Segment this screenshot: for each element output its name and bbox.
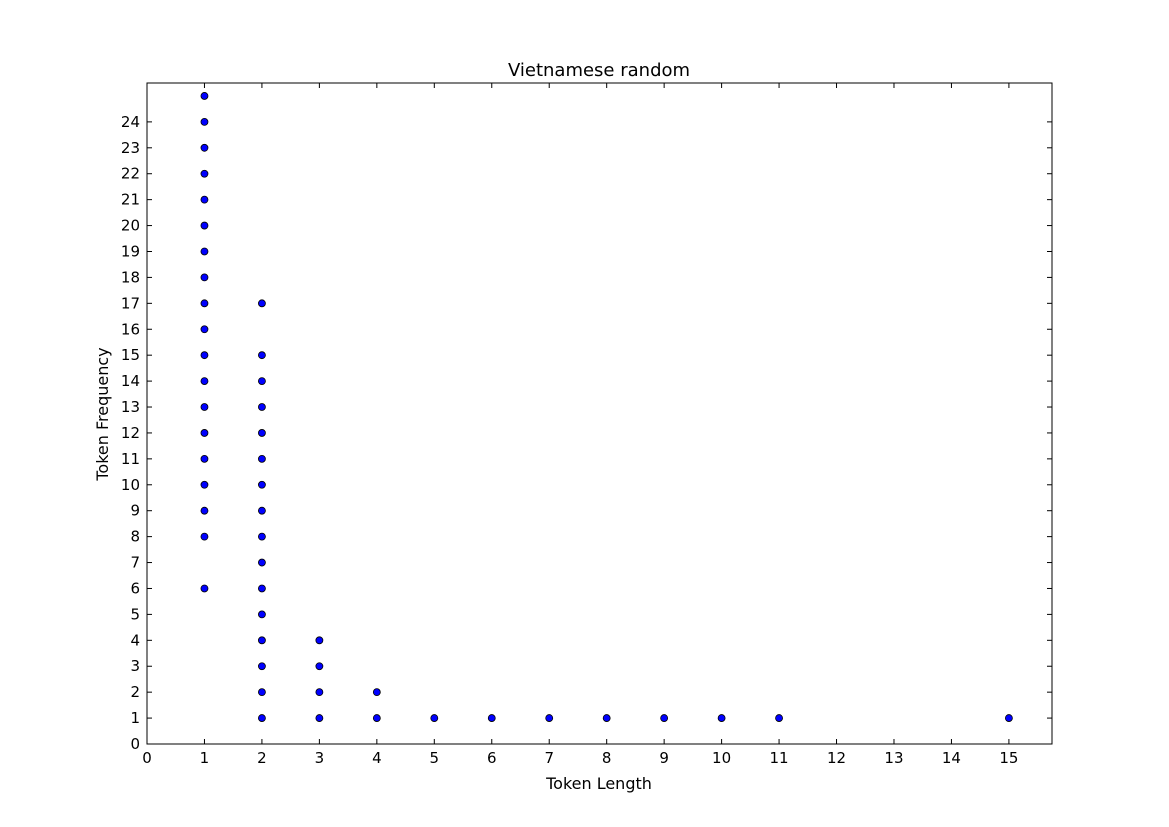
data-point	[545, 714, 554, 722]
data-point	[258, 688, 266, 697]
x-tick-label: 0	[142, 749, 152, 767]
data-point	[430, 714, 439, 722]
x-tick-label: 11	[770, 749, 789, 767]
data-point	[258, 610, 266, 619]
x-tick-label: 7	[544, 749, 554, 767]
data-point	[258, 558, 266, 567]
y-tick-label: 10	[121, 476, 140, 494]
y-axis-title: Token Frequency	[93, 347, 112, 481]
x-tick-label: 15	[999, 749, 1018, 767]
x-tick-label: 4	[372, 749, 382, 767]
y-tick-label: 13	[121, 398, 140, 416]
x-tick-label: 8	[602, 749, 612, 767]
x-tick-label: 6	[487, 749, 497, 767]
data-points	[200, 92, 1013, 722]
x-tick-label: 10	[712, 749, 731, 767]
data-point	[258, 662, 266, 671]
data-point	[200, 325, 209, 334]
data-point	[315, 688, 324, 697]
data-point	[602, 714, 611, 722]
y-tick-label: 12	[121, 424, 140, 442]
data-point	[200, 299, 209, 308]
data-point	[258, 351, 266, 360]
data-point	[315, 662, 324, 671]
data-point	[258, 636, 266, 645]
y-tick-label: 19	[121, 242, 140, 260]
data-point	[200, 221, 209, 230]
y-tick-label: 18	[121, 268, 140, 286]
data-point	[258, 714, 266, 722]
y-tick-label: 14	[121, 372, 140, 390]
y-tick-label: 21	[121, 191, 140, 209]
data-point	[200, 92, 209, 100]
x-tick-label: 2	[257, 749, 267, 767]
y-tick-label: 22	[121, 165, 140, 183]
y-tick-label: 7	[130, 554, 140, 572]
y-tick-label: 9	[130, 502, 140, 520]
data-point	[200, 195, 209, 204]
y-tick-label: 1	[130, 709, 140, 727]
data-point	[258, 506, 266, 515]
data-point	[660, 714, 669, 722]
axis-ticks: 0 1 2 3 4 5 6 7 8 9 10 11 12 13 14 15012345678910111213…	[121, 83, 1052, 767]
data-point	[258, 299, 266, 308]
data-point	[258, 480, 266, 489]
data-point	[200, 454, 209, 463]
y-tick-label: 2	[130, 683, 140, 701]
data-point	[200, 273, 209, 282]
data-point	[372, 714, 381, 722]
y-tick-label: 24	[121, 113, 140, 131]
data-point	[258, 454, 266, 463]
y-tick-label: 6	[130, 579, 140, 597]
data-point	[258, 532, 266, 541]
data-point	[258, 377, 266, 385]
data-point	[775, 714, 783, 722]
data-point	[200, 532, 209, 541]
x-tick-label: 13	[884, 749, 903, 767]
y-tick-label: 11	[121, 450, 140, 468]
x-tick-label: 9	[659, 749, 669, 767]
chart-title: Vietnamese random	[508, 60, 690, 81]
data-point	[200, 506, 209, 515]
data-point	[717, 714, 726, 722]
data-point	[200, 117, 209, 126]
x-tick-label: 5	[430, 749, 440, 767]
y-tick-label: 20	[121, 217, 140, 235]
data-point	[200, 169, 209, 178]
x-tick-label: 1	[200, 749, 210, 767]
y-tick-label: 8	[130, 528, 140, 546]
data-point	[200, 403, 209, 411]
y-tick-label: 0	[130, 735, 140, 753]
data-point	[258, 403, 266, 411]
y-tick-label: 17	[121, 294, 140, 312]
data-point	[258, 429, 266, 437]
y-tick-label: 16	[121, 320, 140, 338]
data-point	[1005, 714, 1013, 722]
plot-area	[146, 82, 1053, 745]
y-tick-label: 3	[130, 657, 140, 675]
data-point	[315, 636, 324, 645]
x-tick-label: 12	[827, 749, 846, 767]
data-point	[200, 247, 209, 256]
x-tick-label: 3	[315, 749, 325, 767]
data-point	[315, 714, 324, 722]
y-tick-label: 4	[130, 631, 140, 649]
y-tick-label: 23	[121, 139, 140, 157]
data-point	[200, 377, 209, 385]
x-tick-label: 14	[942, 749, 961, 767]
data-point	[372, 688, 381, 697]
data-point	[200, 351, 209, 360]
data-point	[200, 584, 209, 593]
data-point	[487, 714, 496, 722]
x-axis-title: Token Length	[545, 774, 652, 793]
data-point	[258, 584, 266, 593]
data-point	[200, 143, 209, 152]
y-tick-label: 5	[130, 605, 140, 623]
data-point	[200, 480, 209, 489]
y-tick-label: 15	[121, 346, 140, 364]
data-point	[200, 429, 209, 437]
